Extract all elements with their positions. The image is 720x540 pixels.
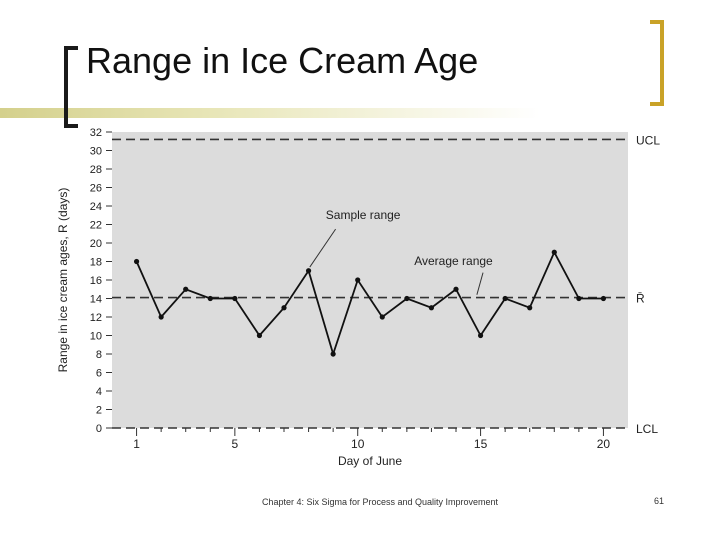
control-limit-label: UCL xyxy=(636,133,660,147)
data-point xyxy=(379,314,385,320)
left-bracket-decoration xyxy=(64,46,78,128)
data-point xyxy=(404,295,410,302)
y-tick-label: 16 xyxy=(90,275,102,287)
data-point xyxy=(576,295,582,302)
y-tick-label: 14 xyxy=(90,294,102,306)
data-point xyxy=(207,295,213,302)
data-point xyxy=(305,268,312,274)
y-tick-label: 6 xyxy=(96,368,102,380)
title-underline-band xyxy=(0,108,720,118)
plot-area xyxy=(112,132,628,428)
data-point xyxy=(158,314,164,320)
x-tick-label: 15 xyxy=(474,437,488,451)
control-limit-label: LCL xyxy=(636,422,658,436)
x-tick-label: 5 xyxy=(232,437,239,451)
data-point xyxy=(183,286,189,292)
data-point xyxy=(551,249,557,255)
right-bracket-decoration xyxy=(650,20,664,106)
annotation-label: Average range xyxy=(414,254,493,268)
y-tick-label: 10 xyxy=(90,331,102,343)
x-tick-label: 10 xyxy=(351,437,365,451)
sample-range-line xyxy=(135,250,604,358)
data-point xyxy=(256,332,263,339)
y-tick-label: 26 xyxy=(90,183,102,195)
slide-footer: Chapter 4: Six Sigma for Process and Qua… xyxy=(261,497,499,507)
annotation-leader-line xyxy=(476,272,484,295)
data-point xyxy=(428,305,435,311)
data-point xyxy=(477,332,484,339)
data-point xyxy=(527,305,533,311)
x-tick-label: 20 xyxy=(597,437,611,451)
x-tick-label: 1 xyxy=(133,437,140,451)
x-axis-label: Day of June xyxy=(338,454,402,468)
data-point xyxy=(600,295,607,302)
y-tick-label: 8 xyxy=(96,349,102,361)
data-point xyxy=(281,305,287,311)
slide-title: Range in Ice Cream Age xyxy=(86,40,479,81)
data-point xyxy=(330,351,336,357)
y-tick-label: 4 xyxy=(96,386,102,398)
data-point xyxy=(355,277,361,283)
y-tick-label: 12 xyxy=(90,312,102,324)
data-point xyxy=(133,258,140,265)
y-tick-label: 0 xyxy=(96,423,102,435)
page-number: 61 xyxy=(654,496,665,506)
data-point xyxy=(453,286,459,292)
data-point xyxy=(502,295,508,302)
y-tick-label: 20 xyxy=(90,238,102,250)
data-point xyxy=(232,295,238,302)
y-tick-label: 28 xyxy=(90,164,102,176)
y-tick-label: 24 xyxy=(90,201,102,213)
y-axis-label: Range in ice cream ages, R (days) xyxy=(56,188,70,373)
y-tick-label: 22 xyxy=(90,220,102,232)
annotation-label: Sample range xyxy=(326,208,401,222)
y-tick-label: 32 xyxy=(90,128,102,139)
control-limit-label: R̄ xyxy=(636,292,645,306)
annotation-leader-line xyxy=(309,228,337,268)
y-tick-label: 18 xyxy=(90,257,102,269)
y-tick-label: 2 xyxy=(96,405,102,417)
y-tick-label: 30 xyxy=(90,146,102,158)
